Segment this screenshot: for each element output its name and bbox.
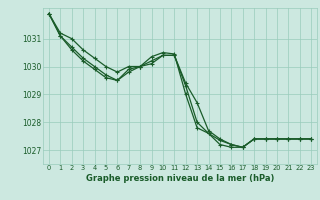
X-axis label: Graphe pression niveau de la mer (hPa): Graphe pression niveau de la mer (hPa) [86, 174, 274, 183]
